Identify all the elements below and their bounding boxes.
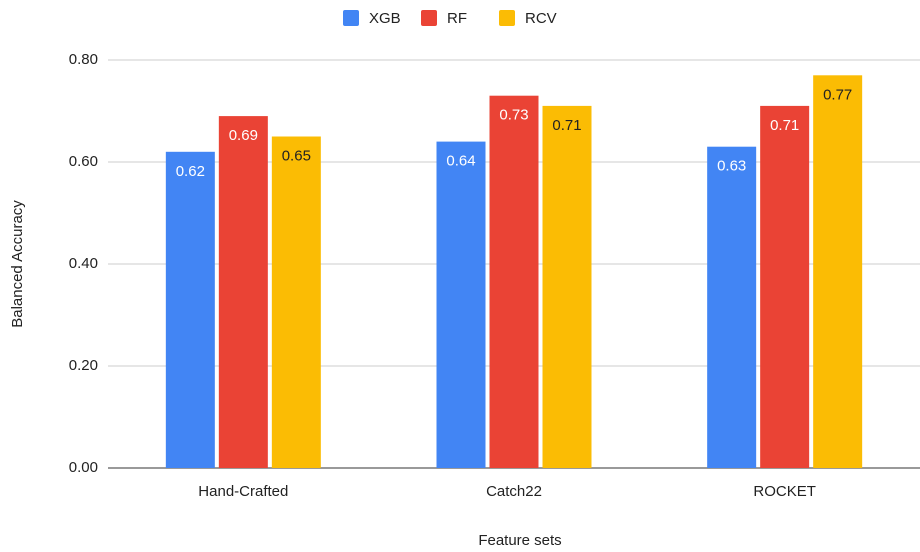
bar bbox=[165, 151, 215, 469]
data-label: 0.63 bbox=[717, 158, 746, 175]
y-tick-label: 0.00 bbox=[69, 459, 98, 476]
legend-label: RF bbox=[447, 10, 467, 27]
bar bbox=[271, 136, 321, 468]
data-label: 0.62 bbox=[176, 163, 205, 180]
bar bbox=[707, 146, 757, 468]
x-tick-label: Hand-Crafted bbox=[198, 483, 288, 500]
x-tick-label: Catch22 bbox=[486, 483, 542, 500]
bar bbox=[813, 75, 863, 469]
data-label: 0.71 bbox=[770, 117, 799, 134]
legend-label: XGB bbox=[369, 10, 401, 27]
y-axis-title: Balanced Accuracy bbox=[9, 200, 26, 328]
legend-label: RCV bbox=[525, 10, 557, 27]
data-label: 0.77 bbox=[823, 86, 852, 103]
x-axis-title: Feature sets bbox=[478, 532, 561, 549]
bar bbox=[489, 95, 539, 468]
data-label: 0.65 bbox=[282, 147, 311, 164]
x-tick-label: ROCKET bbox=[753, 483, 816, 500]
legend-swatch bbox=[343, 10, 359, 26]
y-tick-label: 0.80 bbox=[69, 51, 98, 68]
data-label: 0.69 bbox=[229, 127, 258, 144]
y-tick-label: 0.20 bbox=[69, 357, 98, 374]
y-tick-label: 0.40 bbox=[69, 255, 98, 272]
legend-swatch bbox=[421, 10, 437, 26]
data-label: 0.73 bbox=[499, 107, 528, 124]
legend-swatch bbox=[499, 10, 515, 26]
data-label: 0.64 bbox=[446, 153, 475, 170]
data-label: 0.71 bbox=[552, 117, 581, 134]
bar bbox=[436, 141, 486, 468]
bar bbox=[760, 105, 810, 469]
bar bbox=[218, 116, 268, 468]
y-tick-label: 0.60 bbox=[69, 153, 98, 170]
bar bbox=[542, 105, 592, 469]
